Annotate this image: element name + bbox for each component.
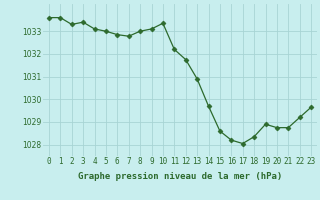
X-axis label: Graphe pression niveau de la mer (hPa): Graphe pression niveau de la mer (hPa) (78, 172, 282, 181)
